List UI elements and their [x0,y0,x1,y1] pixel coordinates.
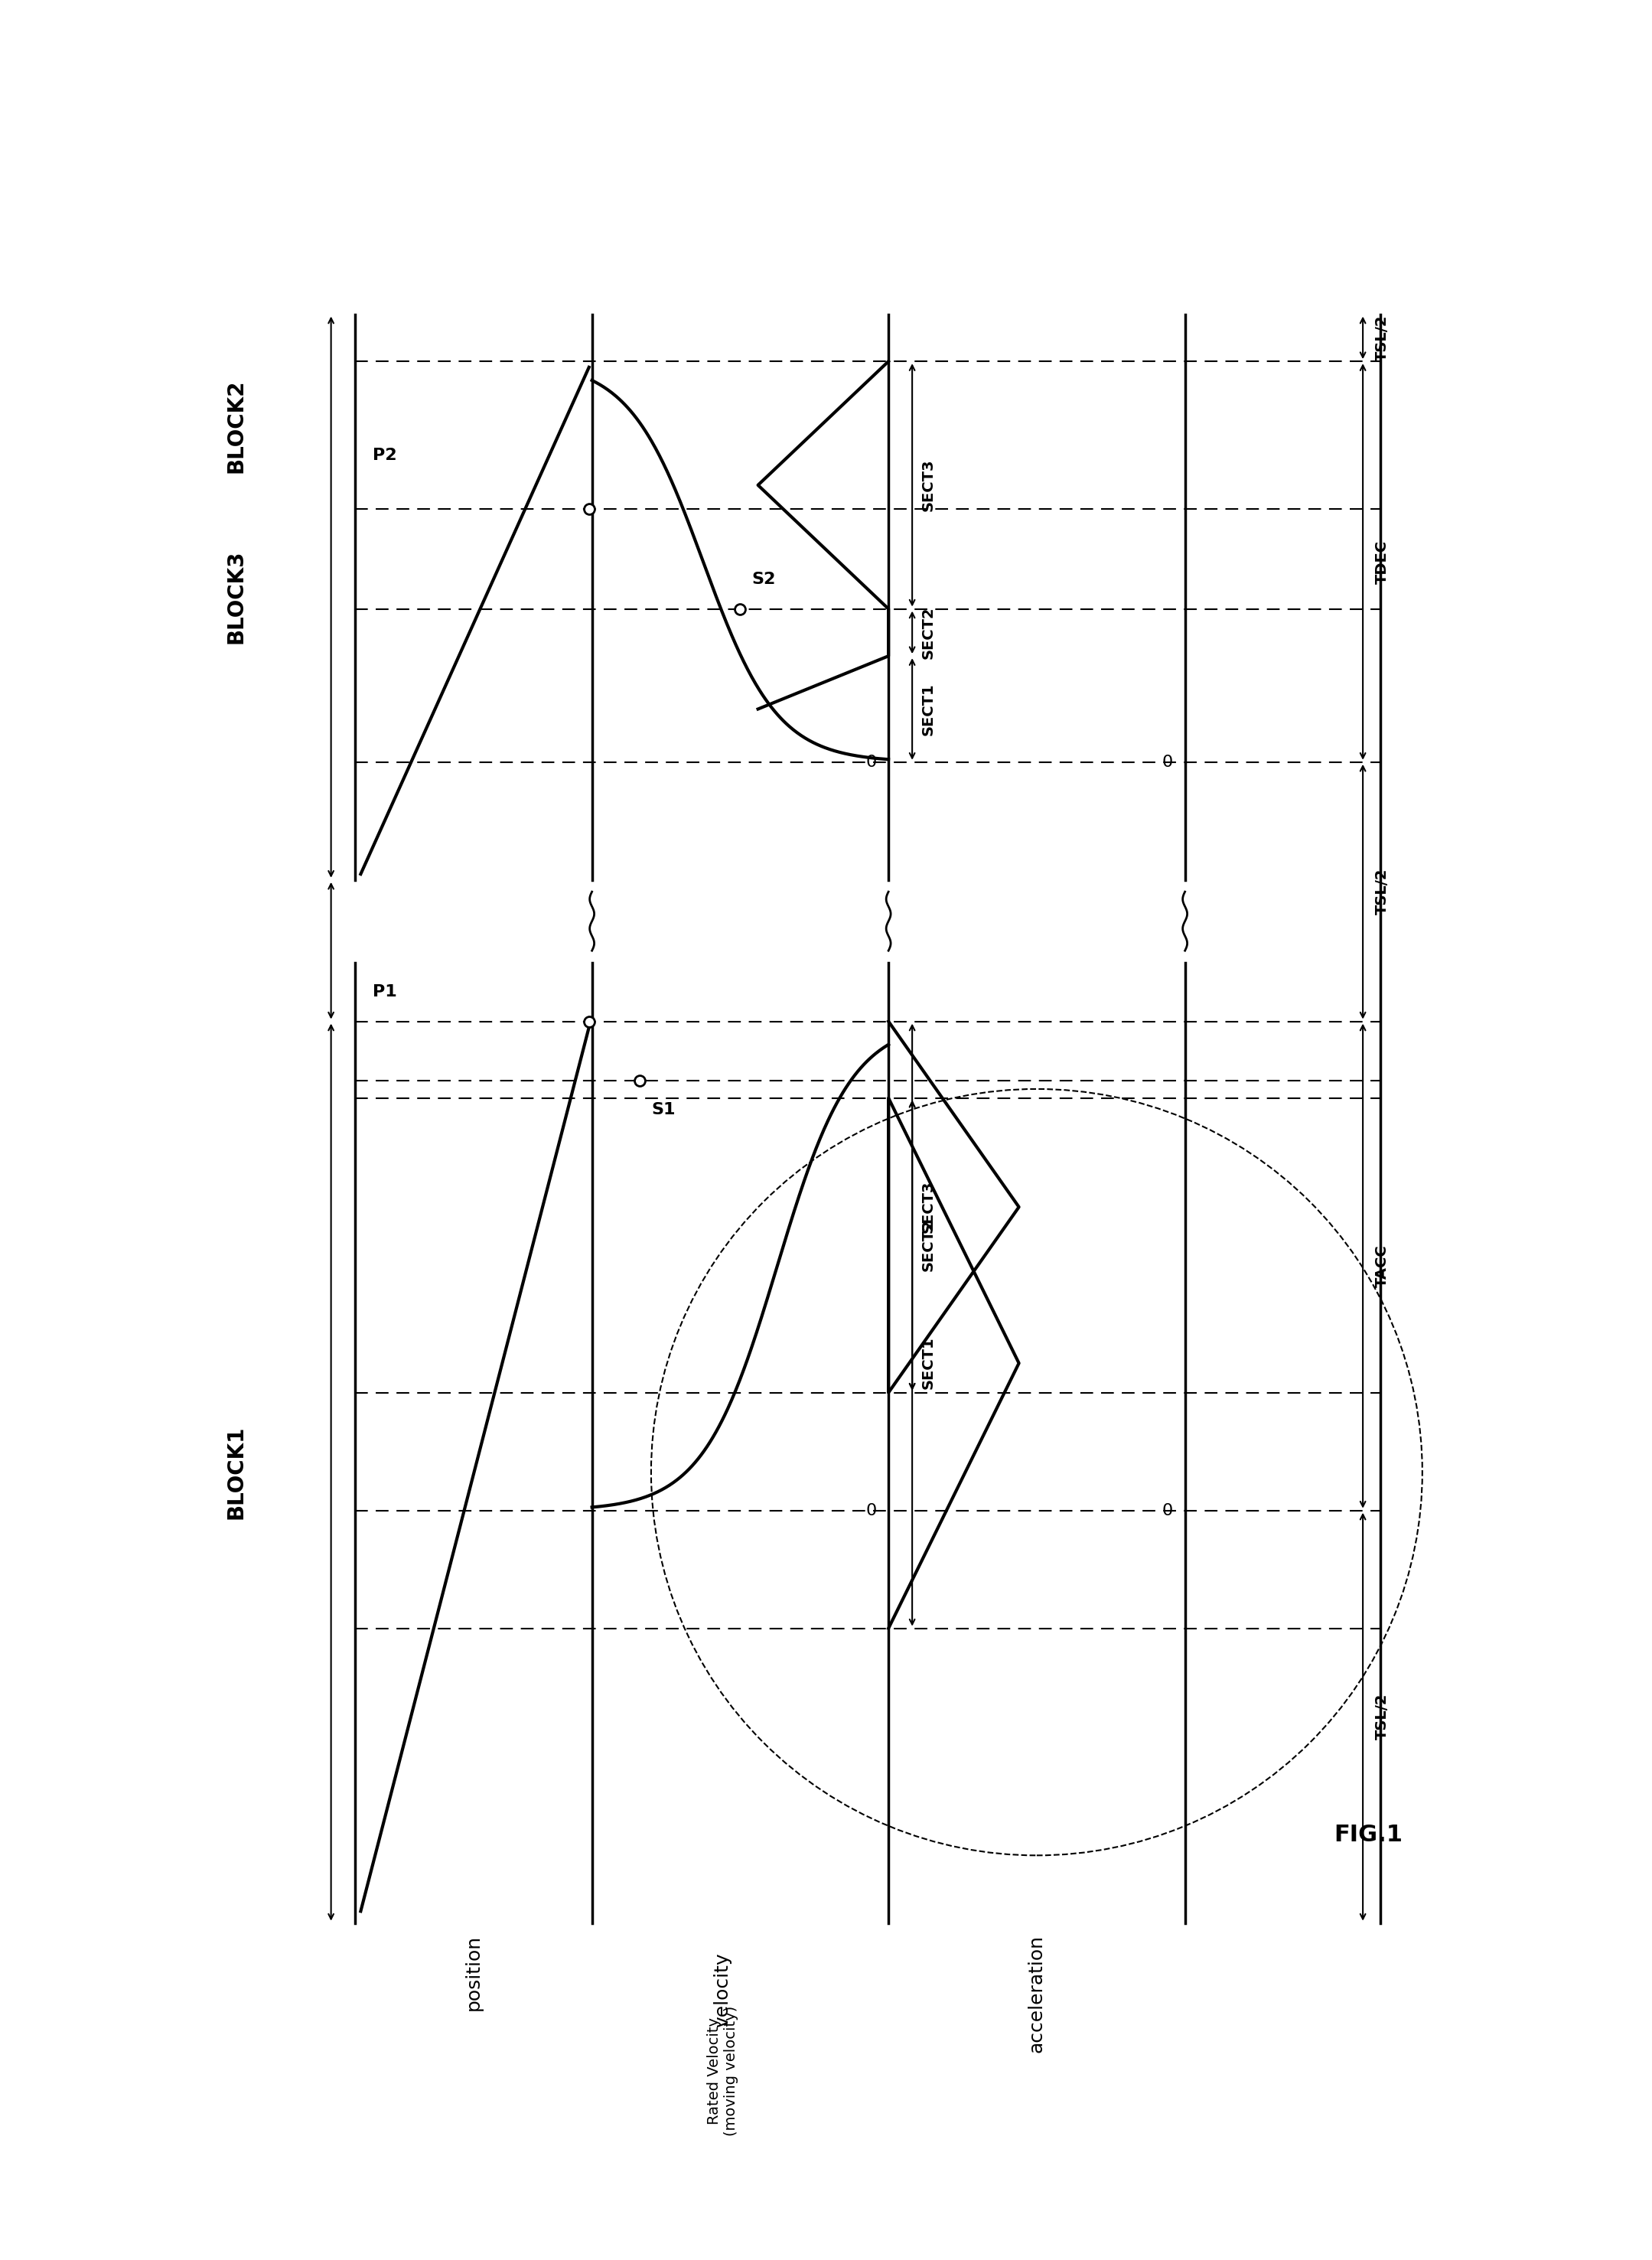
Text: 0: 0 [866,1503,877,1519]
Text: BLOCK3: BLOCK3 [225,549,246,644]
Text: acceleration: acceleration [1028,1935,1046,2052]
Text: SECT2: SECT2 [922,606,935,658]
Text: TSL/2: TSL/2 [1374,868,1389,915]
Text: BLOCK2: BLOCK2 [225,380,246,472]
Text: S2: S2 [752,572,776,588]
Text: S1: S1 [651,1103,676,1116]
Text: 0: 0 [1163,1503,1173,1519]
Text: P2: P2 [373,447,396,463]
Text: Rated Velocity
(moving velocity): Rated Velocity (moving velocity) [707,2005,738,2136]
Text: 0: 0 [1163,755,1173,771]
Text: TDEC: TDEC [1374,540,1389,583]
Text: BLOCK1: BLOCK1 [225,1426,246,1519]
Text: SECT2: SECT2 [922,1218,935,1272]
Text: TSL/2: TSL/2 [1374,1693,1389,1740]
Text: TACC: TACC [1374,1245,1389,1288]
Text: SECT3: SECT3 [922,459,935,511]
Text: SECT1: SECT1 [922,1338,935,1390]
Text: SECT1: SECT1 [922,683,935,734]
Text: SECT3: SECT3 [922,1180,935,1234]
Text: velocity: velocity [714,1953,732,2027]
Text: TSL/2: TSL/2 [1374,314,1389,362]
Text: FIG.1: FIG.1 [1333,1824,1403,1846]
Text: 0: 0 [866,755,877,771]
Text: position: position [464,1935,482,2011]
Text: P1: P1 [373,985,396,999]
